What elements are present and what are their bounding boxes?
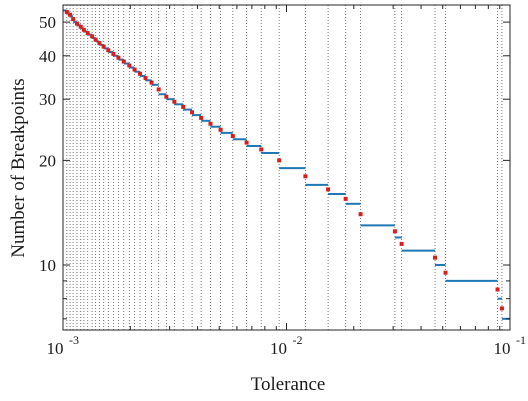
breakpoint-marker <box>326 187 331 192</box>
grid-lines <box>66 5 503 330</box>
breakpoint-marker <box>68 12 73 17</box>
breakpoint-marker <box>259 147 264 152</box>
breakpoint-marker <box>499 306 504 311</box>
breakpoint-marker <box>97 41 102 46</box>
breakpoint-marker <box>143 76 148 81</box>
y-axis-label: Number of Breakpoints <box>8 78 29 257</box>
breakpoint-marker <box>399 241 404 246</box>
breakpoint-marker <box>101 44 106 49</box>
breakpoint-marker <box>156 87 161 92</box>
breakpoint-marker <box>208 121 213 126</box>
x-tick-exponent: -1 <box>516 333 526 347</box>
breakpoint-marker <box>433 255 438 260</box>
breakpoint-marker <box>343 196 348 201</box>
breakpoint-marker <box>116 55 121 60</box>
x-axis-label: Tolerance <box>251 374 326 395</box>
breakpoint-marker <box>93 37 98 42</box>
x-tick-label: 10 <box>494 339 511 358</box>
breakpoint-marker <box>199 115 204 120</box>
y-tick-label: 10 <box>39 256 56 275</box>
breakpoint-marker <box>172 99 177 104</box>
plot-data <box>63 9 510 320</box>
breakpoint-marker <box>190 110 195 115</box>
x-tick-label: 10 <box>270 339 287 358</box>
breakpoint-marker <box>244 140 249 145</box>
breakpoint-marker <box>392 229 397 234</box>
breakpoint-marker <box>74 21 79 26</box>
axes: 10 -3 10 -2 10 -1 10 20 30 40 50 <box>39 4 526 358</box>
breakpoint-marker <box>358 212 363 217</box>
breakpoint-marker <box>71 17 76 22</box>
breakpoint-marker <box>443 270 448 275</box>
breakpoint-marker <box>64 9 69 14</box>
y-tick-label: 40 <box>39 47 56 66</box>
breakpoint-marker <box>85 31 90 36</box>
breakpoint-marker <box>127 63 132 68</box>
breakpoint-marker <box>495 287 500 292</box>
x-tick-label: 10 <box>47 339 64 358</box>
breakpoint-marker <box>90 34 95 39</box>
y-tick-label: 50 <box>39 13 56 32</box>
breakpoint-marker <box>81 27 86 32</box>
y-tick-label: 20 <box>39 151 56 170</box>
breakpoint-marker <box>78 24 83 29</box>
breakpoint-marker <box>230 134 235 139</box>
breakpoint-marker <box>277 158 282 163</box>
breakpoint-marker <box>149 80 154 85</box>
breakpoint-marker <box>181 104 186 109</box>
x-tick-exponent: -3 <box>69 333 79 347</box>
breakpoint-marker <box>218 127 223 132</box>
breakpoint-marker <box>121 59 126 64</box>
breakpoint-marker <box>111 51 116 56</box>
y-tick-label: 30 <box>39 90 56 109</box>
breakpoint-marker <box>132 67 137 72</box>
breakpoint-marker <box>164 94 169 99</box>
x-tick-exponent: -2 <box>293 333 303 347</box>
breakpoint-marker <box>137 71 142 76</box>
breakpoint-marker <box>106 48 111 53</box>
breakpoint-marker <box>303 174 308 179</box>
